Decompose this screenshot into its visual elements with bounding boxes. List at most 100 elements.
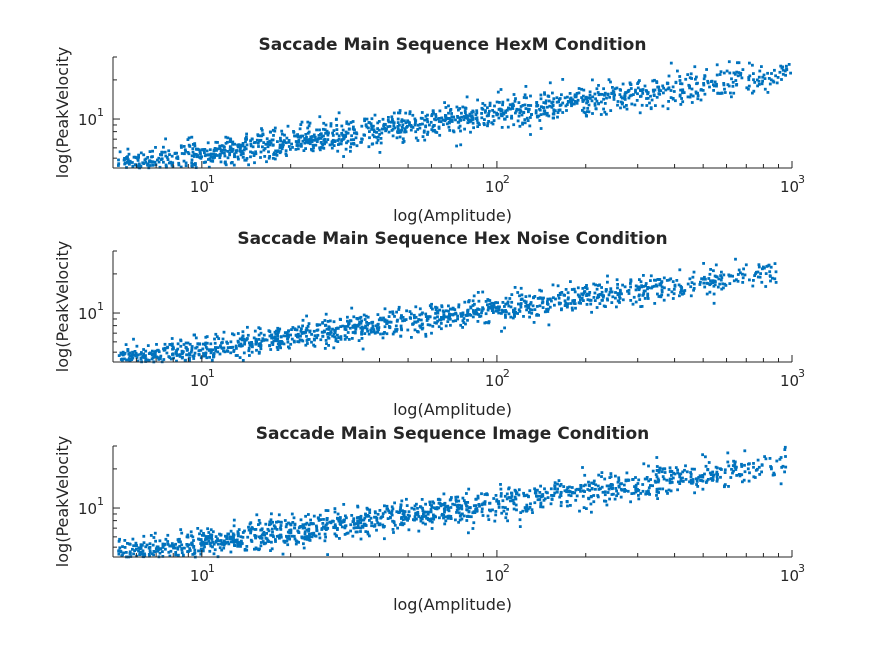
data-point-outlier: [518, 525, 522, 528]
data-point: [467, 515, 471, 518]
data-point: [237, 157, 240, 161]
data-point: [350, 134, 353, 138]
data-point: [586, 100, 590, 103]
data-point: [204, 335, 208, 339]
data-point: [359, 537, 363, 541]
data-point: [618, 93, 622, 96]
data-point: [492, 119, 496, 122]
data-point: [581, 109, 584, 112]
data-point: [606, 491, 610, 494]
data-point: [454, 118, 457, 122]
data-point: [559, 501, 563, 504]
data-point: [431, 109, 435, 113]
data-point: [376, 313, 380, 316]
data-point: [756, 270, 760, 274]
data-point: [574, 498, 578, 502]
data-point: [285, 534, 288, 538]
data-point: [556, 487, 559, 491]
data-point: [337, 134, 341, 138]
data-point: [529, 94, 532, 98]
data-point-outlier: [401, 141, 405, 144]
data-point: [359, 514, 363, 518]
data-point: [518, 518, 522, 522]
data-point: [681, 100, 685, 104]
data-point: [179, 144, 183, 148]
data-point: [391, 118, 394, 121]
data-point: [582, 291, 586, 295]
data-point: [353, 331, 357, 335]
data-point: [532, 296, 535, 299]
data-point: [332, 320, 336, 324]
data-point: [158, 356, 162, 360]
data-point: [221, 148, 224, 152]
data-point: [732, 71, 736, 75]
data-point: [355, 317, 359, 320]
data-point: [324, 339, 328, 342]
data-point: [382, 316, 385, 320]
data-point: [447, 304, 450, 308]
data-point: [588, 489, 592, 492]
data-point: [414, 121, 417, 125]
data-point: [651, 79, 655, 83]
data-point: [249, 144, 253, 148]
data-point: [715, 73, 719, 77]
data-point: [639, 492, 643, 495]
data-point: [184, 149, 187, 153]
data-point: [279, 535, 283, 539]
data-point: [379, 332, 382, 336]
data-point: [465, 313, 469, 317]
data-point: [497, 116, 501, 120]
data-point: [141, 355, 144, 359]
data-point: [711, 470, 715, 474]
data-point: [365, 321, 368, 324]
data-point: [706, 79, 710, 83]
data-point: [279, 524, 283, 527]
data-point: [352, 142, 356, 146]
data-point: [575, 92, 579, 95]
data-point: [541, 505, 545, 509]
data-point: [410, 506, 414, 510]
data-point: [359, 517, 363, 520]
data-point: [331, 131, 334, 135]
data-point: [457, 108, 460, 112]
data-point: [265, 338, 269, 342]
data-point: [285, 331, 289, 334]
data-point: [688, 277, 692, 281]
data-point: [469, 306, 473, 310]
data-point: [548, 104, 552, 108]
data-point: [463, 106, 467, 110]
data-point: [308, 535, 312, 538]
data-point: [475, 111, 479, 115]
data-point: [323, 539, 327, 543]
data-point: [521, 104, 525, 107]
data-point: [364, 530, 368, 533]
data-point: [375, 518, 379, 522]
data-point: [783, 445, 787, 449]
data-point: [664, 88, 668, 92]
data-point: [256, 133, 260, 137]
data-point: [637, 80, 640, 84]
data-point: [155, 343, 158, 346]
data-point: [758, 69, 762, 73]
data-point: [278, 143, 282, 147]
data-point: [302, 149, 306, 152]
data-point: [551, 100, 555, 104]
data-point: [396, 131, 400, 134]
data-point: [424, 312, 428, 316]
data-point: [585, 292, 589, 296]
data-point: [272, 151, 276, 155]
data-point: [567, 493, 571, 497]
data-point: [416, 506, 419, 510]
data-point: [213, 341, 217, 345]
data-point: [257, 139, 261, 143]
data-point: [304, 147, 307, 150]
data-point: [591, 112, 594, 115]
data-point: [654, 473, 658, 476]
data-point: [343, 337, 347, 341]
data-point: [521, 121, 524, 125]
data-point: [279, 341, 282, 345]
data-point: [280, 132, 284, 136]
data-point: [770, 467, 773, 471]
data-point: [621, 298, 625, 302]
data-point: [585, 294, 588, 297]
